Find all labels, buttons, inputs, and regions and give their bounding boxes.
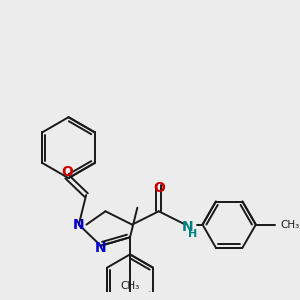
Text: O: O	[61, 165, 73, 179]
Text: N: N	[95, 241, 106, 255]
Text: CH₃: CH₃	[280, 220, 300, 230]
Text: H: H	[188, 229, 198, 239]
Text: N: N	[73, 218, 85, 232]
Text: O: O	[153, 182, 165, 195]
Text: CH₃: CH₃	[120, 281, 140, 291]
Text: N: N	[182, 220, 193, 233]
